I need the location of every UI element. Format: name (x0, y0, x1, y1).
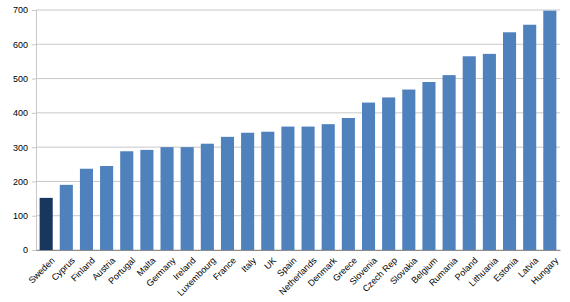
x-tick-label: Sweden (27, 255, 57, 285)
bar (60, 185, 73, 250)
y-tick-mark (32, 250, 36, 251)
x-tick: Italy (239, 250, 258, 274)
x-tick-label: UK (262, 255, 278, 271)
bar (342, 118, 355, 250)
bar (322, 124, 335, 250)
bar (463, 56, 476, 250)
x-tick: Rumania (427, 250, 460, 288)
y-tick-label: 300 (13, 143, 28, 153)
y-tick-label: 600 (13, 40, 28, 50)
bar (241, 133, 254, 250)
y-tick: 700 (13, 5, 36, 15)
x-tick: Sweden (27, 250, 57, 285)
bar (140, 150, 153, 250)
bar (100, 166, 113, 250)
chart-container: 0 100 200 300 400 500 600 700 SwedenCyprusFinlan… (0, 0, 570, 302)
y-axis: 0 100 200 300 400 500 600 700 (13, 5, 37, 255)
x-tick-label: Italy (239, 255, 258, 274)
y-tick-label: 200 (13, 177, 28, 187)
bar (422, 82, 435, 250)
y-tick-mark (32, 44, 36, 45)
bar (80, 169, 93, 250)
y-tick: 400 (13, 108, 36, 118)
bar (362, 103, 375, 250)
y-tick: 600 (13, 40, 36, 50)
x-tick-label: France (211, 255, 238, 282)
bar (503, 32, 516, 250)
y-tick-mark (32, 113, 36, 114)
x-tick: Lithuania (467, 250, 500, 288)
grid-line (36, 181, 560, 182)
y-tick-label: 700 (13, 5, 28, 15)
bar (443, 75, 456, 250)
x-tick: Portugal (106, 250, 137, 286)
y-tick: 200 (13, 177, 36, 187)
y-tick: 100 (13, 211, 36, 221)
bar (40, 198, 53, 250)
grid-line (36, 215, 560, 216)
x-tick: Hungary (529, 250, 560, 287)
x-axis-line (37, 250, 561, 251)
y-tick-label: 100 (13, 211, 28, 221)
bar (402, 90, 415, 250)
y-tick-mark (32, 10, 36, 11)
x-tick-label: Lithuania (467, 255, 500, 288)
grid-line (36, 147, 560, 148)
chart-svg: 0 100 200 300 400 500 600 700 SwedenCyprusFinlan… (0, 0, 570, 302)
bar (543, 11, 556, 250)
grid-line (36, 10, 560, 11)
x-tick: Czech Rep (361, 250, 400, 294)
x-tick: Estonia (492, 250, 520, 284)
y-tick-label: 400 (13, 108, 28, 118)
bars (40, 11, 557, 250)
x-tick-label: Denmark (306, 255, 339, 288)
x-tick: Denmark (306, 250, 339, 288)
y-tick: 300 (13, 143, 36, 153)
bar (483, 54, 496, 250)
y-tick-mark (32, 216, 36, 217)
y-tick-mark (32, 181, 36, 182)
x-axis: SwedenCyprusFinlandAustriaPortugalMaltaG… (27, 250, 561, 298)
bar (382, 97, 395, 250)
bar (201, 144, 214, 250)
x-tick-label: Rumania (427, 255, 460, 288)
x-tick-label: Hungary (529, 255, 560, 286)
y-tick: 0 (23, 245, 36, 255)
grid-line (36, 44, 560, 45)
y-tick: 500 (13, 74, 36, 84)
bar (161, 147, 174, 250)
x-tick: Germany (144, 250, 178, 289)
y-tick-mark (32, 147, 36, 148)
bar (261, 132, 274, 250)
plot: 0 100 200 300 400 500 600 700 SwedenCyprusFinlan… (13, 5, 561, 297)
bar (281, 127, 294, 250)
bar (523, 25, 536, 250)
y-tick-label: 500 (13, 74, 28, 84)
grid (36, 10, 560, 250)
bar (181, 147, 194, 250)
bar (221, 137, 234, 250)
grid-line (36, 78, 560, 79)
y-tick-mark (32, 79, 36, 80)
y-axis-line (32, 11, 37, 251)
grid-line (36, 250, 560, 251)
x-tick: UK (262, 250, 278, 271)
x-tick: France (211, 250, 238, 282)
bar (302, 127, 315, 250)
x-tick-label: Finland (69, 255, 97, 283)
x-tick-label: Portugal (106, 255, 137, 286)
bar (120, 151, 133, 250)
x-tick-label: Estonia (492, 255, 520, 283)
grid-line (36, 112, 560, 113)
y-tick-label: 0 (23, 245, 28, 255)
